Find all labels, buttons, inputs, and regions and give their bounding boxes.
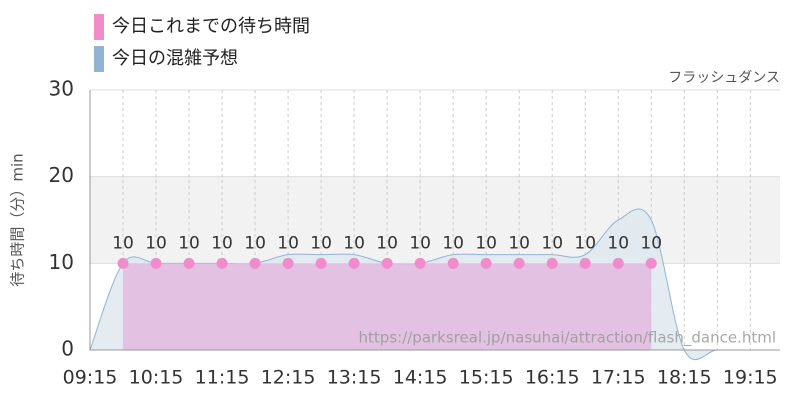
data-label: 10	[475, 233, 497, 253]
data-label: 10	[409, 233, 431, 253]
data-label: 10	[343, 233, 365, 253]
data-label: 10	[508, 233, 530, 253]
y-tick-label: 10	[49, 250, 74, 274]
y-tick-label: 30	[49, 77, 74, 101]
point	[645, 257, 657, 269]
data-label: 10	[112, 233, 134, 253]
point	[480, 257, 492, 269]
data-label: 10	[541, 233, 563, 253]
data-label: 10	[442, 233, 464, 253]
attraction-name: フラッシュダンス	[668, 70, 780, 86]
x-tick-label: 19:15	[723, 367, 778, 389]
x-tick-label: 12:15	[261, 367, 316, 389]
point	[546, 257, 558, 269]
point	[249, 257, 261, 269]
data-label: 10	[640, 233, 662, 253]
point	[414, 257, 426, 269]
data-label: 10	[310, 233, 332, 253]
x-tick-label: 17:15	[591, 367, 646, 389]
x-tick-label: 10:15	[129, 367, 184, 389]
point	[216, 257, 228, 269]
point	[579, 257, 591, 269]
data-label: 10	[277, 233, 299, 253]
data-label: 10	[607, 233, 629, 253]
x-tick-label: 11:15	[195, 367, 250, 389]
x-tick-label: 15:15	[459, 367, 514, 389]
x-tick-label: 18:15	[657, 367, 712, 389]
y-axis-label: 待ち時間（分）min	[9, 153, 27, 286]
data-label: 10	[376, 233, 398, 253]
data-label: 10	[145, 233, 167, 253]
data-label: 10	[178, 233, 200, 253]
x-tick-label: 16:15	[525, 367, 580, 389]
actual-area	[123, 263, 652, 350]
y-tick-label: 0	[61, 337, 74, 361]
point	[282, 257, 294, 269]
point	[348, 257, 360, 269]
point	[381, 257, 393, 269]
point	[315, 257, 327, 269]
x-tick-label: 13:15	[327, 367, 382, 389]
legend-swatch	[94, 46, 104, 72]
legend-label: 今日これまでの待ち時間	[112, 16, 310, 37]
point	[612, 257, 624, 269]
point	[150, 257, 162, 269]
band	[90, 176, 780, 264]
data-label: 10	[244, 233, 266, 253]
x-tick-label: 09:15	[63, 367, 118, 389]
point	[183, 257, 195, 269]
legend-swatch	[94, 14, 104, 40]
data-label: 10	[574, 233, 596, 253]
x-tick-label: 14:15	[393, 367, 448, 389]
data-label: 10	[211, 233, 233, 253]
legend-label: 今日の混雑予想	[112, 48, 238, 69]
y-tick-label: 20	[49, 163, 74, 187]
watermark: https://parksreal.jp/nasuhai/attraction/…	[359, 329, 776, 348]
point	[513, 257, 525, 269]
point	[117, 257, 129, 269]
point	[447, 257, 459, 269]
